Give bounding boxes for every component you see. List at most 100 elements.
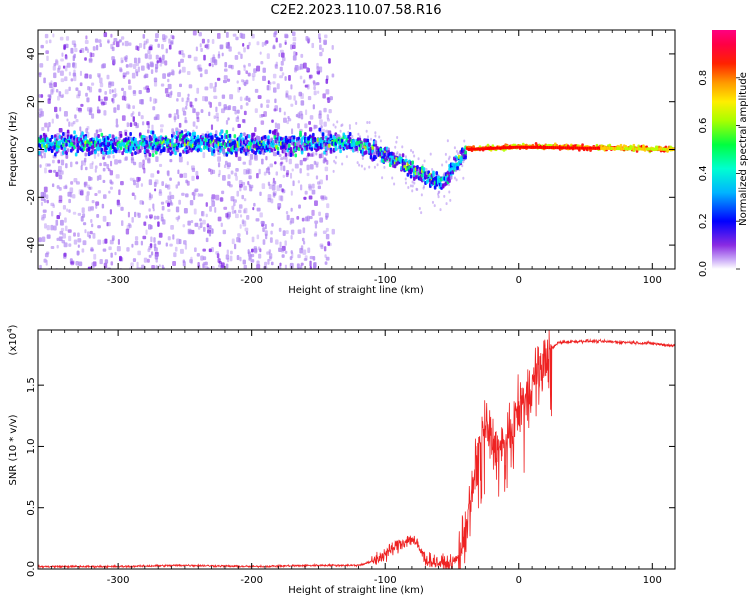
spectrogram-noise-cell bbox=[60, 94, 64, 99]
spectrogram-noise-cell bbox=[174, 246, 178, 252]
spectrogram-ridge-cell bbox=[66, 148, 70, 153]
spectrogram-noise-cell bbox=[98, 88, 102, 93]
spectrogram-noise-cell bbox=[283, 165, 286, 172]
spectrogram-noise-cell bbox=[56, 237, 59, 241]
spectrogram-noise-cell bbox=[211, 169, 216, 175]
spectrogram-noise-cell bbox=[223, 164, 227, 169]
spectrogram-noise-cell bbox=[58, 236, 63, 242]
spectrogram-noise-cell bbox=[339, 129, 342, 133]
spectrogram-ridge-cell bbox=[243, 148, 246, 153]
spectrogram-ridge-cell bbox=[222, 149, 225, 154]
spectrogram-noise-cell bbox=[282, 174, 286, 178]
spectrogram-core-cell bbox=[470, 147, 473, 151]
spectrogram-noise-cell bbox=[168, 191, 172, 196]
spectrogram-noise-cell bbox=[134, 240, 139, 246]
spectrogram-noise-cell bbox=[254, 249, 258, 254]
spectrogram-noise-cell bbox=[185, 100, 188, 107]
spectrogram-noise-cell bbox=[110, 261, 114, 266]
spectrogram-ridge-cell bbox=[448, 178, 451, 183]
spectrogram-noise-cell bbox=[401, 145, 404, 149]
spectrogram-noise-cell bbox=[218, 241, 222, 247]
spectrogram-noise-cell bbox=[94, 192, 98, 197]
spectrogram-noise-cell bbox=[266, 251, 270, 255]
spectrogram-ridge-cell bbox=[472, 145, 475, 149]
spectrogram-noise-cell bbox=[181, 192, 185, 196]
snr-x-tick-label: 0 bbox=[516, 575, 522, 586]
spectrogram-ridge-cell bbox=[329, 149, 333, 154]
spectrogram-noise-cell bbox=[56, 185, 60, 189]
spectrogram-noise-cell bbox=[182, 261, 186, 267]
snr-multiplier-close: ) bbox=[8, 324, 19, 328]
spectrogram-noise-cell bbox=[164, 184, 169, 188]
spectrogram-noise-cell bbox=[308, 195, 313, 200]
spectrogram-noise-cell bbox=[193, 190, 197, 196]
spectrogram-noise-cell bbox=[225, 32, 229, 38]
spectrogram-y-tick-label: 0 bbox=[26, 146, 37, 152]
spectrogram-noise-cell bbox=[127, 104, 131, 110]
spectrogram-noise-cell bbox=[77, 238, 82, 243]
spectrogram-noise-cell bbox=[115, 118, 119, 125]
spectrogram-core-cell bbox=[488, 146, 491, 150]
spectrogram-noise-cell bbox=[280, 161, 284, 165]
spectrogram-ridge-cell bbox=[371, 145, 374, 150]
spectrogram-noise-cell bbox=[285, 92, 288, 98]
spectrogram-core-cell bbox=[660, 147, 663, 151]
spectrogram-noise-cell bbox=[102, 248, 107, 252]
spectrogram-noise-cell bbox=[46, 234, 51, 239]
spectrogram-noise-cell bbox=[290, 250, 293, 254]
spectrogram-noise-cell bbox=[142, 235, 147, 240]
spectrogram-noise-cell bbox=[151, 124, 154, 131]
spectrogram-noise-cell bbox=[43, 258, 47, 263]
spectrogram-noise-cell bbox=[91, 161, 94, 165]
spectrogram-noise-cell bbox=[333, 159, 336, 163]
spectrogram-noise-cell bbox=[325, 89, 330, 95]
spectrogram-noise-cell bbox=[74, 47, 78, 53]
colorbar-tick-label: 0.8 bbox=[698, 70, 709, 86]
spectrogram-noise-cell bbox=[195, 170, 199, 176]
spectrogram-noise-cell bbox=[52, 225, 57, 231]
spectrogram-noise-cell bbox=[251, 253, 255, 258]
spectrogram-noise-cell bbox=[223, 79, 227, 84]
spectrogram-core-cell bbox=[480, 147, 483, 151]
spectrogram-core-cell bbox=[510, 145, 513, 149]
spectrogram-noise-cell bbox=[72, 62, 76, 66]
spectrogram-y-ticks: -40 -20 0 20 40 bbox=[26, 48, 675, 253]
spectrogram-noise-cell bbox=[301, 237, 305, 242]
spectrogram-noise-cell bbox=[268, 183, 272, 190]
spectrogram-ridge-cell bbox=[90, 150, 94, 155]
spectrogram-noise-cell bbox=[265, 156, 268, 161]
spectrogram-noise-cell bbox=[274, 122, 278, 129]
spectrogram-noise-cell bbox=[127, 211, 130, 218]
spectrogram-noise-cell bbox=[358, 135, 361, 139]
spectrogram-noise-cell bbox=[187, 93, 190, 98]
spectrogram-core-cell bbox=[494, 146, 497, 150]
spectrogram-core-cell bbox=[644, 147, 647, 151]
spectrogram-noise-cell bbox=[340, 124, 343, 128]
spectrogram-core-cell bbox=[502, 146, 505, 150]
spectrogram-noise-cell bbox=[293, 95, 296, 101]
spectrogram-noise-cell bbox=[133, 179, 136, 186]
spectrogram-noise-cell bbox=[148, 208, 151, 212]
spectrogram-ridge-cell bbox=[220, 129, 224, 134]
spectrogram-noise-cell bbox=[316, 70, 321, 75]
spectrogram-noise-cell bbox=[76, 107, 79, 111]
spectrogram-noise-cell bbox=[113, 38, 118, 42]
spectrogram-noise-cell bbox=[89, 186, 93, 190]
spectrogram-noise-cell bbox=[262, 67, 266, 73]
spectrogram-noise-cell bbox=[87, 206, 92, 212]
spectrogram-noise-cell bbox=[125, 228, 130, 235]
spectrogram-noise-cell bbox=[186, 97, 190, 103]
spectrogram-noise-cell bbox=[116, 199, 120, 206]
spectrogram-noise-cell bbox=[270, 198, 274, 204]
spectrogram-noise-cell bbox=[266, 104, 270, 108]
spectrogram-core-cell bbox=[508, 146, 511, 150]
spectrogram-ridge-cell bbox=[534, 142, 538, 146]
spectrogram-noise-cell bbox=[275, 61, 278, 66]
spectrogram-noise-cell bbox=[161, 181, 165, 186]
spectrogram-ridge-cell bbox=[262, 140, 265, 145]
spectrogram-noise-cell bbox=[462, 176, 465, 180]
spectrogram-noise-cell bbox=[107, 40, 110, 44]
spectrogram-noise-cell bbox=[235, 168, 239, 172]
spectrogram-noise-cell bbox=[209, 205, 212, 212]
